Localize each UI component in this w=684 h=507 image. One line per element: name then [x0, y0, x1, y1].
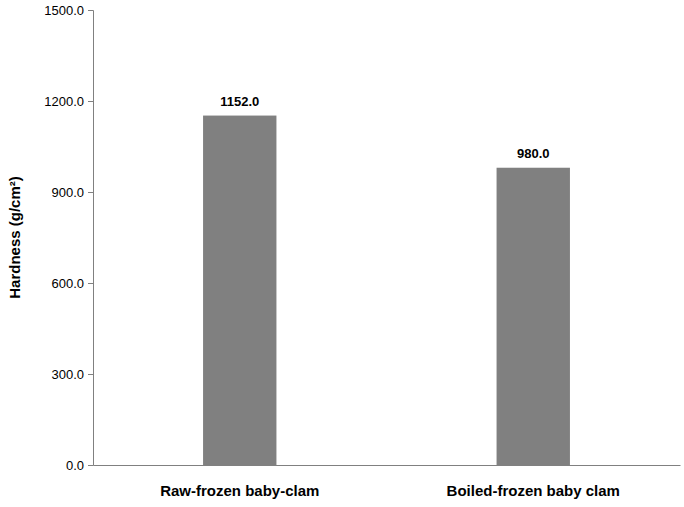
- y-tick-label: 1200.0: [44, 94, 84, 109]
- x-tick: Raw-frozen baby-clam: [160, 482, 319, 499]
- bar: [497, 168, 570, 465]
- plot: 0.0 300.0 600.0 900.0 1200.0 1500.0 Raw-frozen…: [44, 3, 680, 499]
- y-tick-label: 900.0: [51, 185, 84, 200]
- data-label: 1152.0: [220, 94, 259, 109]
- chart: 0.0 300.0 600.0 900.0 1200.0 1500.0 Raw-frozen…: [0, 0, 684, 507]
- y-tick: 1500.0: [44, 3, 93, 18]
- y-tick-mark: [88, 192, 93, 193]
- y-tick-label: 300.0: [51, 367, 84, 382]
- y-tick-mark: [88, 101, 93, 102]
- x-tick-label: Boiled-frozen baby clam: [447, 482, 620, 499]
- y-tick-mark: [88, 465, 93, 466]
- y-tick: 300.0: [51, 367, 93, 382]
- data-label: 980.0: [517, 146, 550, 161]
- x-tick: Boiled-frozen baby clam: [447, 482, 620, 499]
- y-axis-line: [88, 11, 94, 466]
- data-labels: 1152.0 980.0: [220, 94, 549, 161]
- y-tick: 1200.0: [44, 94, 93, 109]
- y-tick-mark: [88, 374, 93, 375]
- y-axis-title: Hardness (g/cm²): [6, 176, 23, 299]
- y-tick-label: 0.0: [66, 458, 84, 473]
- y-tick-mark: [88, 283, 93, 284]
- bars: [203, 116, 570, 465]
- x-axis-line: [94, 465, 681, 466]
- y-tick-label: 1500.0: [44, 3, 84, 18]
- y-tick: 900.0: [51, 185, 93, 200]
- y-tick-label: 600.0: [51, 276, 84, 291]
- y-tick-mark: [88, 10, 93, 11]
- y-axis: 0.0 300.0 600.0 900.0 1200.0 1500.0: [44, 3, 93, 473]
- y-tick: 600.0: [51, 276, 93, 291]
- x-tick-label: Raw-frozen baby-clam: [160, 482, 319, 499]
- y-tick: 0.0: [66, 458, 93, 473]
- bar: [203, 116, 276, 465]
- x-axis: Raw-frozen baby-clam Boiled-frozen baby c…: [94, 466, 681, 499]
